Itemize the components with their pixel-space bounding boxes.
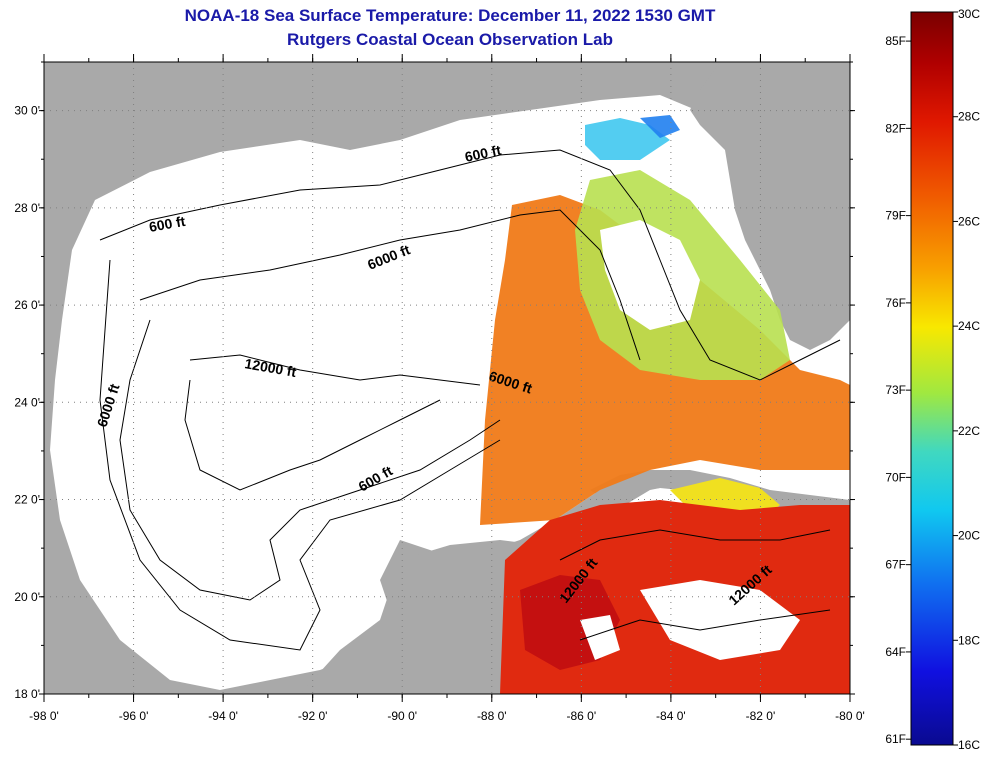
lon-label: -86 0' [567,709,597,723]
lat-label: 18 0' [14,687,40,701]
colorbar-celsius-label: 20C [958,529,980,543]
lat-label: 28 0' [14,201,40,215]
colorbar-fahrenheit-label: 85F [885,34,906,48]
bathymetry-contours [99,149,841,651]
colorbar-fahrenheit-label: 64F [885,645,906,659]
lat-label: 26 0' [14,298,40,312]
colorbar-celsius-label: 26C [958,214,980,228]
colorbar-fahrenheit-label: 73F [885,383,906,397]
lon-label: -82 0' [746,709,776,723]
lon-label: -88 0' [477,709,507,723]
colorbar-fahrenheit-label: 61F [885,732,906,746]
colorbar [910,11,954,746]
contour-6000-line [139,209,641,361]
cloud-gap-1 [600,220,700,330]
lon-label: -94 0' [208,709,238,723]
map-subtitle: Rutgers Coastal Ocean Observation Lab [287,30,613,49]
contour-label-600-west: 600 ft [148,213,187,235]
lon-label: -84 0' [656,709,686,723]
lon-label: -80 0' [835,709,865,723]
lon-label: -98 0' [29,709,59,723]
colorbar-celsius-label: 28C [958,110,980,124]
colorbar-fahrenheit-label: 76F [885,296,906,310]
colorbar-celsius-label: 24C [958,319,980,333]
cloud-gap-2 [640,580,800,660]
map-title: NOAA-18 Sea Surface Temperature: Decembe… [184,6,716,25]
yucatan-peninsula [300,540,550,694]
contour-6000-west-line [119,319,501,601]
colorbar-celsius-label: 30C [958,7,980,21]
cloud-gap-3 [580,615,620,660]
colorbar-celsius-label: 22C [958,424,980,438]
lon-label: -96 0' [119,709,149,723]
lat-label: 20 0' [14,590,40,604]
contour-600-south-line [99,259,501,651]
colorbar-fahrenheit-label: 70F [885,470,906,484]
sst-cyan-region [585,118,670,160]
lat-label: 30 0' [14,104,40,118]
contour-600-line [99,149,841,381]
colorbar-celsius-label: 16C [958,738,980,752]
lon-label: -90 0' [387,709,417,723]
colorbar-fahrenheit-label: 67F [885,558,906,572]
axis-layer: 30 0' 28 0' 26 0' 24 0' 22 0' 20 0' 18 0' -98 0… [14,54,865,723]
colorbar-fahrenheit-label: 82F [885,121,906,135]
lon-label: -92 0' [298,709,328,723]
lat-label: 24 0' [14,395,40,409]
colorbar-labels: 30C 28C 26C 24C 22C 20C 18C 16C 85F 82F 79F 76F 73F 7… [885,7,980,752]
contour-label-600-north: 600 ft [463,142,502,165]
contour-12000-line [184,354,481,491]
colorbar-celsius-label: 18C [958,633,980,647]
contour-12000-carib-line [559,529,831,641]
lat-label: 22 0' [14,493,40,507]
graticule [44,62,850,694]
map-area: 600 ft 600 ft 600 ft 6000 ft 6000 ft 600… [44,62,850,694]
colorbar-fahrenheit-label: 79F [885,209,906,223]
sst-blue-patch [640,115,680,138]
florida-peninsula [690,62,850,350]
